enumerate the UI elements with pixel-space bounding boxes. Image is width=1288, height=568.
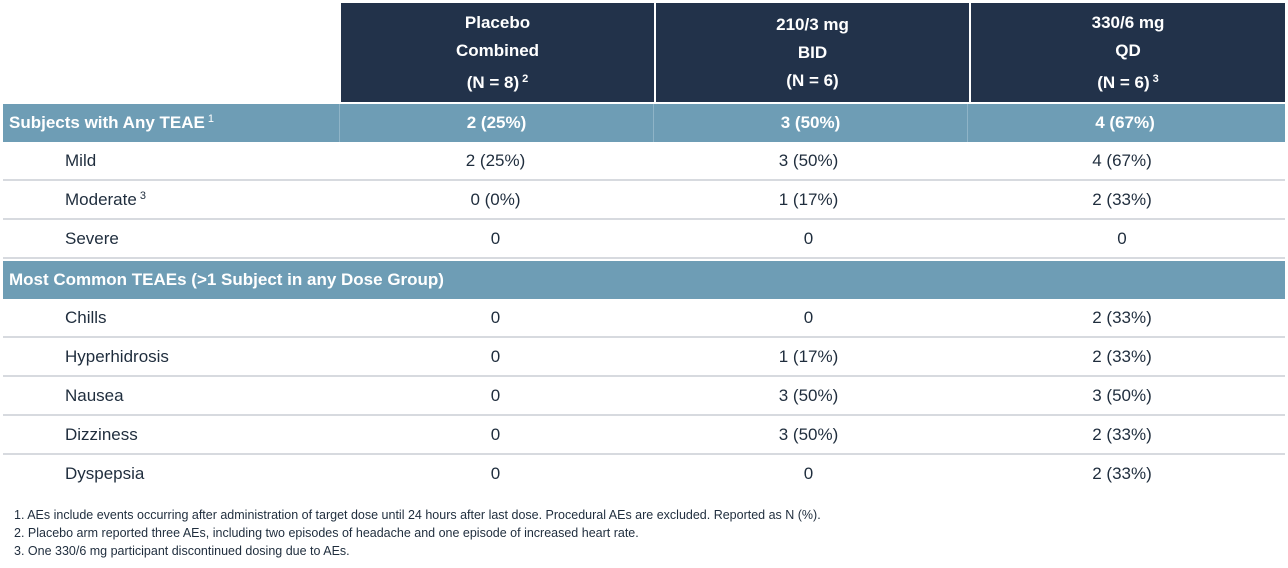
row-label: Dyspepsia [65, 463, 145, 483]
table-cell: 3 (50%) [778, 385, 839, 405]
header-330mg: 330/6 mg QD (N = 6) 3 [971, 3, 1285, 102]
footnote-ref: 1 [207, 113, 214, 125]
teae-table: Placebo Combined (N = 8) 2 210/3 mg BID (… [3, 3, 1285, 492]
table-cell: 0 [490, 228, 501, 248]
table-row: Hyperhidrosis 0 1 (17%) 2 (33%) [3, 338, 1285, 377]
footnotes: 1. AEs include events occurring after ad… [14, 506, 821, 560]
header-line: 330/6 mg [1091, 12, 1165, 32]
table-cell: 0 [1117, 228, 1127, 248]
table-cell: 0 (0%) [470, 189, 521, 209]
table-cell: 1 (17%) [778, 189, 839, 209]
table-cell: 4 (67%) [967, 104, 1282, 142]
table-row: Severe 0 0 0 [3, 220, 1285, 259]
header-blank [3, 3, 339, 102]
section-label: Most Common TEAEs (>1 Subject in any Dos… [9, 270, 444, 289]
table-cell: 2 (25%) [339, 104, 653, 142]
table-row: Chills 0 0 2 (33%) [3, 299, 1285, 338]
footnote-ref: 2 [522, 72, 529, 85]
header-n: (N = 8) [466, 72, 520, 92]
table-cell: 2 (33%) [1092, 463, 1152, 483]
table-cell: 2 (33%) [1092, 346, 1152, 366]
table-cell: 0 [490, 463, 501, 483]
header-line: Combined [455, 40, 540, 60]
header-placebo: Placebo Combined (N = 8) 2 [341, 3, 654, 102]
section-any-teae: Subjects with Any TEAE 1 2 (25%) 3 (50%) … [3, 104, 1285, 142]
table-cell: 1 (17%) [778, 346, 839, 366]
table-row: Moderate 3 0 (0%) 1 (17%) 2 (33%) [3, 181, 1285, 220]
section-common-teaes: Most Common TEAEs (>1 Subject in any Dos… [3, 261, 1285, 299]
row-label: Severe [65, 228, 119, 248]
table-cell: 3 (50%) [778, 150, 839, 170]
header-line: (N = 8) 2 [341, 65, 654, 97]
header-line: Placebo [464, 12, 531, 32]
table-cell: 3 (50%) [653, 104, 967, 142]
table-row: Dyspepsia 0 0 2 (33%) [3, 455, 1285, 492]
header-n: (N = 6) [786, 70, 839, 90]
table-cell: 2 (33%) [1092, 307, 1152, 327]
table-cell: 2 (25%) [465, 150, 526, 170]
table-cell: 3 (50%) [778, 424, 839, 444]
table-cell: 0 [490, 307, 501, 327]
table-row: Dizziness 0 3 (50%) 2 (33%) [3, 416, 1285, 455]
row-label: Moderate 3 [3, 190, 339, 210]
row-label-text: Moderate [65, 189, 137, 209]
table-cell: 4 (67%) [1092, 150, 1152, 170]
header-line: 210/3 mg [776, 14, 849, 34]
header-n: (N = 6) [1097, 72, 1150, 92]
footnote: 3. One 330/6 mg participant discontinued… [14, 544, 350, 558]
section-label: Subjects with Any TEAE 1 [3, 113, 339, 133]
table-cell: 0 [803, 228, 814, 248]
header-210mg: 210/3 mg BID (N = 6) [656, 3, 969, 102]
table-cell: 0 [490, 424, 501, 444]
footnote: 1. AEs include events occurring after ad… [14, 508, 821, 522]
table-cell: 0 [490, 346, 501, 366]
row-label: Dizziness [65, 424, 138, 444]
section-text: Subjects with Any TEAE [9, 113, 205, 132]
table-cell: 0 [803, 463, 814, 483]
row-label: Hyperhidrosis [65, 346, 169, 366]
footnote-ref: 3 [139, 189, 146, 202]
header-line: (N = 6) 3 [971, 65, 1285, 97]
table-header: Placebo Combined (N = 8) 2 210/3 mg BID (… [3, 3, 1285, 102]
table-cell: 0 [490, 385, 501, 405]
table-cell: 2 (33%) [1092, 189, 1152, 209]
row-label: Nausea [65, 385, 124, 405]
header-line: QD [1115, 40, 1141, 60]
row-label: Mild [65, 150, 97, 170]
footnote-ref: 3 [1152, 72, 1159, 85]
row-label: Chills [65, 307, 107, 327]
table-row: Mild 2 (25%) 3 (50%) 4 (67%) [3, 142, 1285, 181]
table-cell: 3 (50%) [1092, 385, 1152, 405]
table-cell: 2 (33%) [1092, 424, 1152, 444]
table-row: Nausea 0 3 (50%) 3 (50%) [3, 377, 1285, 416]
footnote: 2. Placebo arm reported three AEs, inclu… [14, 526, 639, 540]
table-cell: 0 [803, 307, 814, 327]
header-line: (N = 6) [656, 67, 969, 95]
header-line: BID [797, 42, 828, 62]
